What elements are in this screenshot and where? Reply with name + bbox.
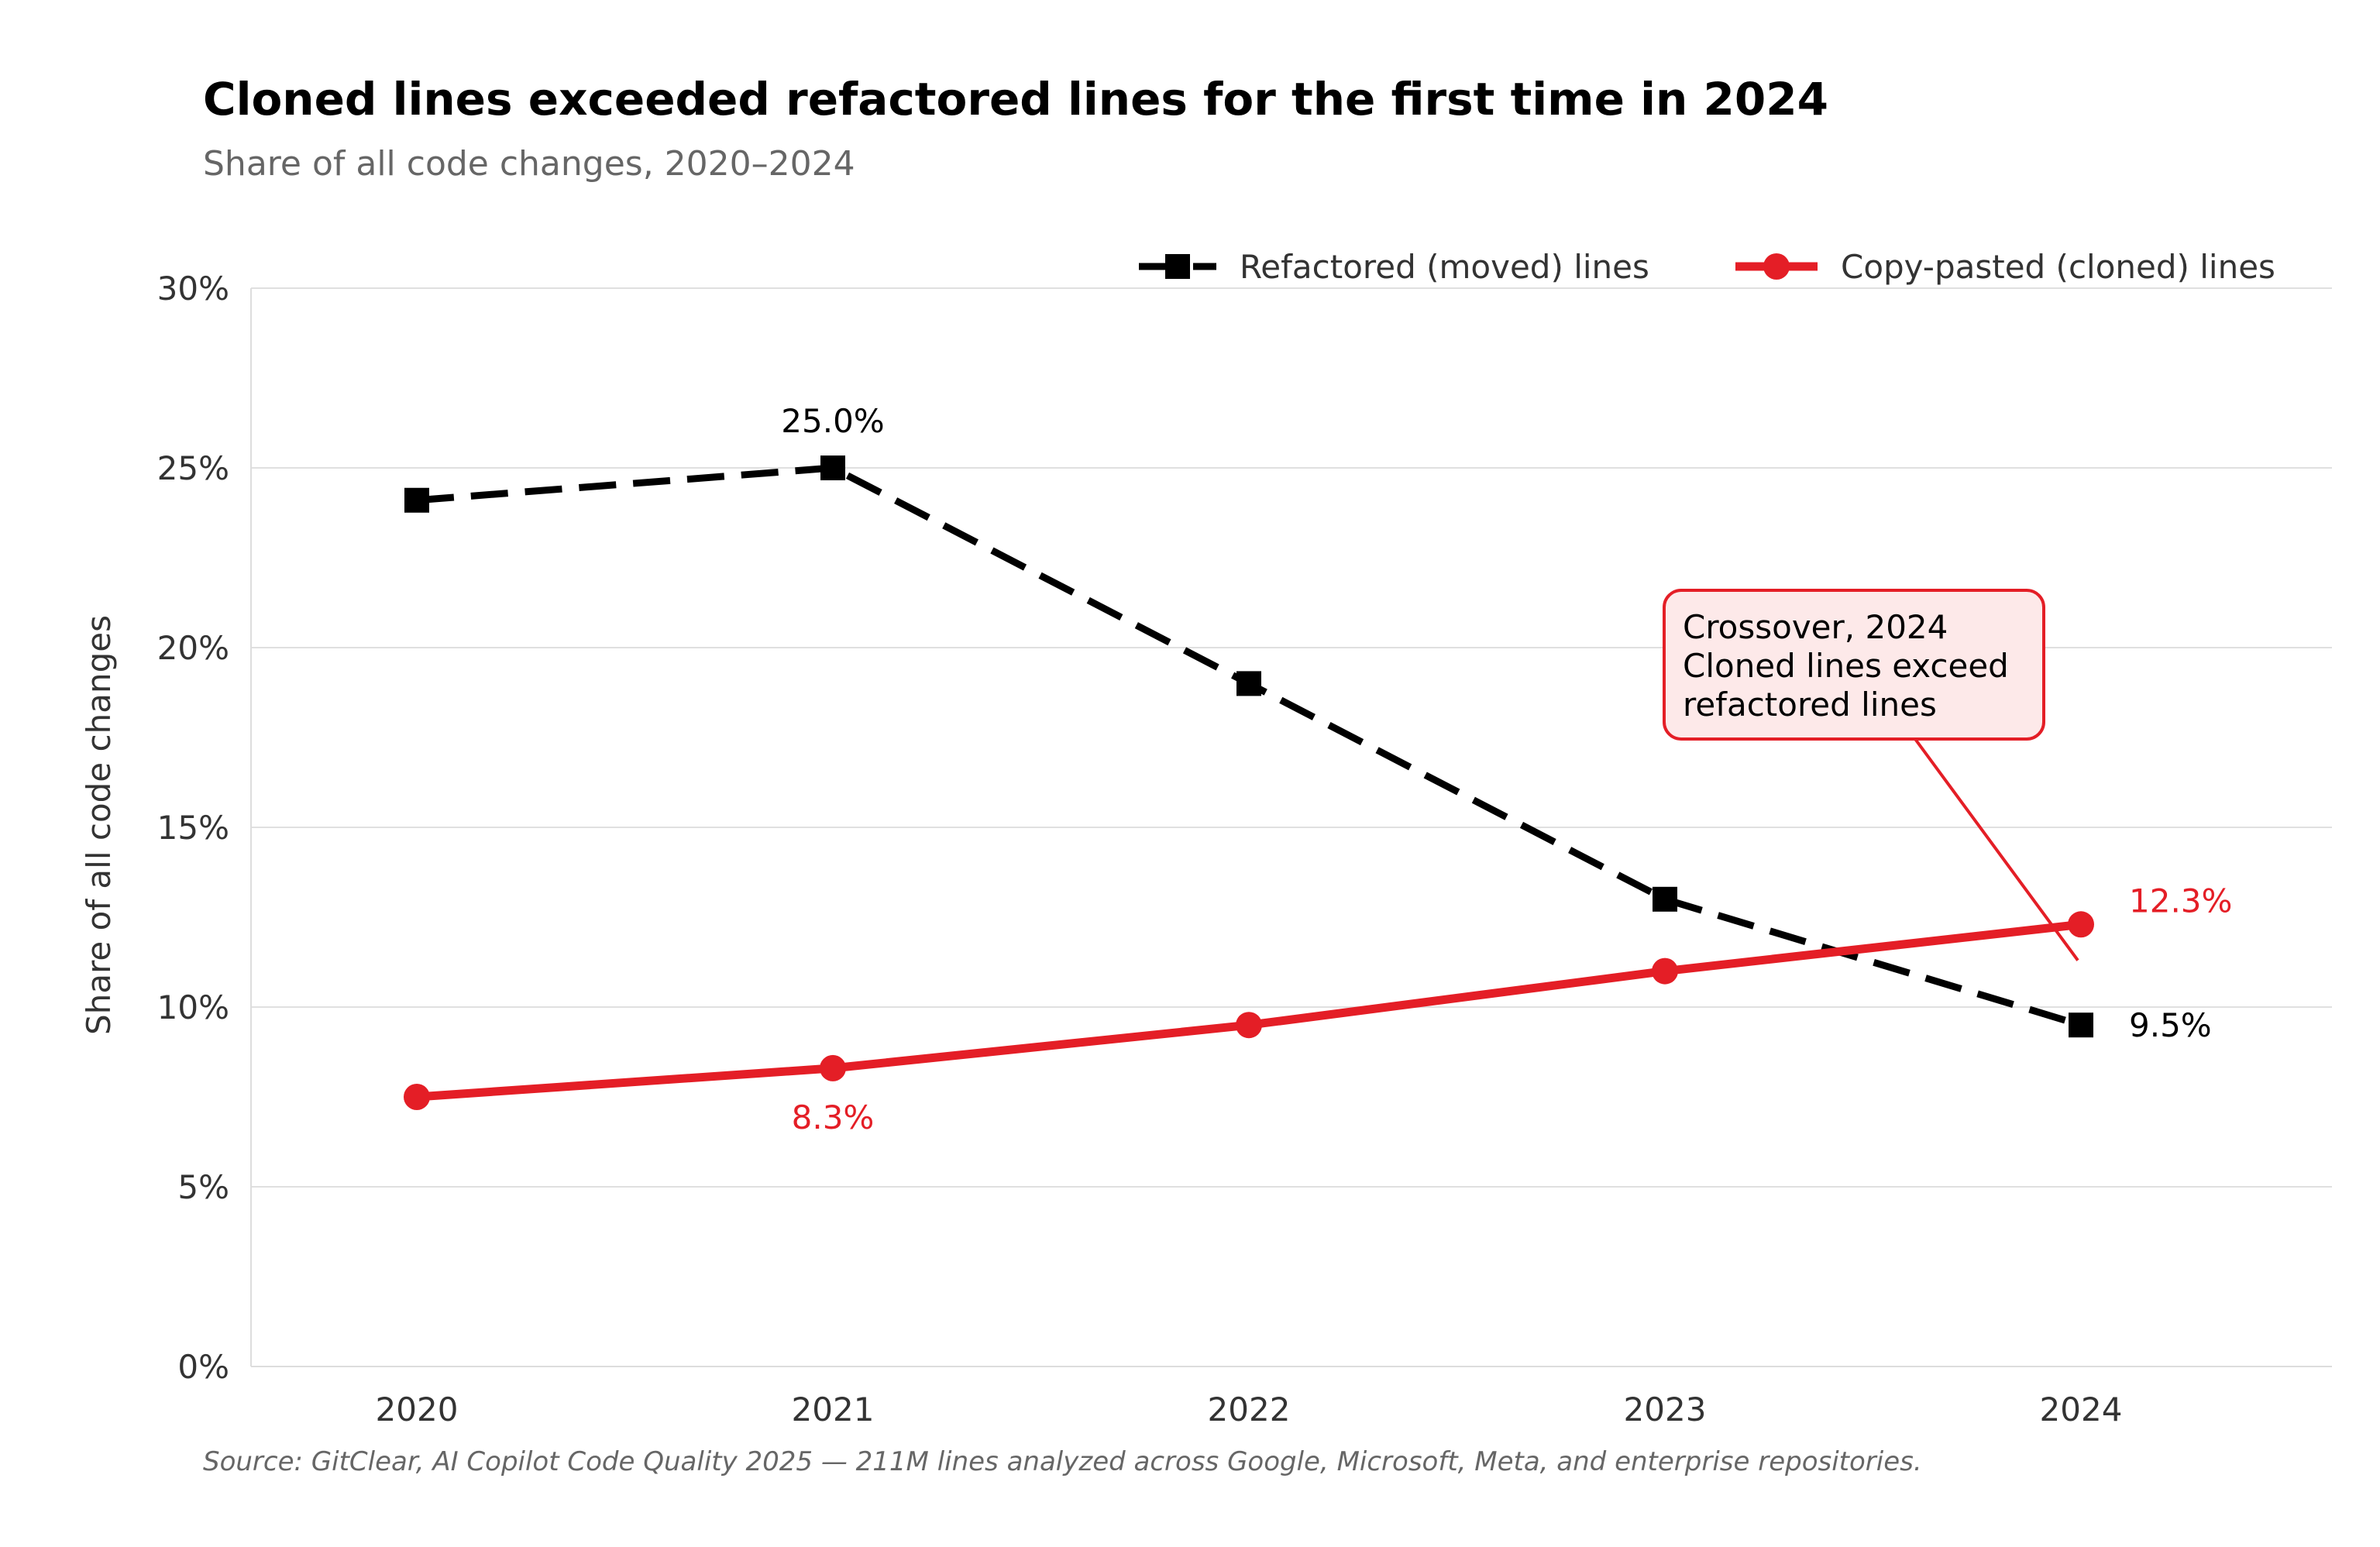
data-point xyxy=(1653,886,1677,912)
source-note: Source: GitClear, AI Copilot Code Qualit… xyxy=(203,1446,1922,1477)
data-labels: 25.0% 9.5% 8.3% 12.3% xyxy=(781,402,2232,1136)
legend[interactable]: Refactored (moved) lines Copy-pasted (clo… xyxy=(1139,248,2275,286)
series xyxy=(404,456,2094,1110)
data-point xyxy=(1236,1012,1262,1039)
series-0 xyxy=(404,456,2093,1038)
y-tick-label: 25% xyxy=(157,449,229,487)
y-tick-label: 0% xyxy=(177,1348,229,1386)
x-tick-label: 2022 xyxy=(1208,1391,1291,1428)
legend-label: Refactored (moved) lines xyxy=(1240,248,1649,286)
data-point xyxy=(1652,957,1678,985)
annotation-text: Crossover, 2024 xyxy=(1683,608,1948,646)
data-label: 8.3% xyxy=(792,1098,875,1136)
y-tick-label: 15% xyxy=(157,809,229,847)
data-point xyxy=(820,456,845,480)
data-point xyxy=(1236,671,1261,696)
gridlines xyxy=(251,287,2332,1367)
data-point xyxy=(404,1084,430,1110)
y-tick-label: 5% xyxy=(177,1168,229,1206)
annotation-arrow xyxy=(1914,737,2079,961)
chart-title: Cloned lines exceeded refactored lines f… xyxy=(203,73,1828,125)
data-point xyxy=(404,487,429,513)
annotation-text: refactored lines xyxy=(1683,686,1937,724)
annotation-text: Cloned lines exceed xyxy=(1683,647,2009,685)
x-tick-label: 2021 xyxy=(792,1391,875,1428)
data-point xyxy=(820,1054,846,1081)
x-tick-label: 2024 xyxy=(2040,1391,2123,1428)
data-point xyxy=(2068,911,2094,938)
y-tick-label: 30% xyxy=(157,270,229,308)
legend-marker xyxy=(1763,253,1790,280)
y-axis-label: Share of all code changes xyxy=(80,615,118,1035)
x-tick-label: 2023 xyxy=(1624,1391,1707,1428)
data-label: 12.3% xyxy=(2129,882,2232,920)
legend-item-0[interactable]: Refactored (moved) lines xyxy=(1139,248,1649,286)
y-tick-label: 10% xyxy=(157,988,229,1026)
annotation-box xyxy=(1663,589,2045,741)
data-label: 25.0% xyxy=(781,402,884,440)
x-tick-label: 2020 xyxy=(376,1391,459,1428)
axes: 0% 5% 10% 15% 20% 25% 30% 2020 2021 2022 2023 2024 xyxy=(157,270,2332,1428)
legend-marker xyxy=(1165,254,1190,279)
y-tick-label: 20% xyxy=(157,629,229,667)
series-1 xyxy=(404,911,2094,1110)
data-point xyxy=(2069,1012,2093,1038)
legend-label: Copy-pasted (cloned) lines xyxy=(1841,248,2275,286)
chart-subtitle: Share of all code changes, 2020–2024 xyxy=(203,144,855,184)
data-label: 9.5% xyxy=(2129,1006,2212,1044)
legend-item-1[interactable]: Copy-pasted (cloned) lines xyxy=(1735,248,2275,286)
